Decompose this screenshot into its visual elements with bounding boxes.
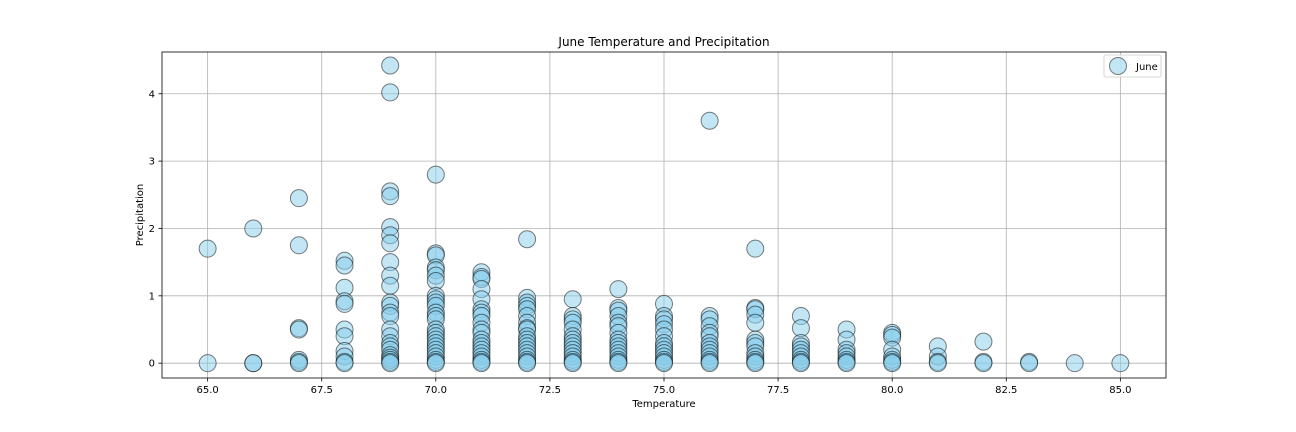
data-point xyxy=(1065,354,1084,373)
data-point xyxy=(837,354,856,373)
data-point xyxy=(289,320,308,339)
data-point xyxy=(746,354,765,373)
data-point xyxy=(1111,354,1130,373)
data-point xyxy=(563,354,582,373)
data-point xyxy=(244,219,263,238)
y-tick-label: 4 xyxy=(149,89,155,100)
x-tick-label: 80.0 xyxy=(881,385,903,396)
data-point xyxy=(335,256,354,275)
x-tick-label: 72.5 xyxy=(539,385,561,396)
x-tick-label: 67.5 xyxy=(311,385,333,396)
data-points xyxy=(198,56,1130,373)
data-point xyxy=(609,280,628,299)
data-point xyxy=(289,236,308,255)
x-axis-label: Temperature xyxy=(631,399,695,410)
data-point xyxy=(381,187,400,206)
y-axis-ticks: 0 1 2 3 4 xyxy=(149,89,162,370)
x-tick-label: 70.0 xyxy=(425,385,447,396)
data-point xyxy=(974,332,993,351)
data-point xyxy=(700,354,719,373)
data-point xyxy=(1020,354,1039,373)
x-tick-label: 82.5 xyxy=(995,385,1017,396)
y-axis-label: Precipitation xyxy=(135,184,146,247)
data-point xyxy=(244,354,263,373)
data-point xyxy=(518,354,537,373)
chart-title: June Temperature and Precipitation xyxy=(557,35,769,49)
data-point xyxy=(974,354,993,373)
data-point xyxy=(609,354,628,373)
data-point xyxy=(381,354,400,373)
legend-label: June xyxy=(1135,62,1158,73)
data-point xyxy=(381,83,400,102)
data-point xyxy=(198,239,217,258)
data-point xyxy=(883,354,902,373)
data-point xyxy=(289,189,308,208)
data-point xyxy=(655,354,673,373)
data-point xyxy=(700,111,719,130)
data-point xyxy=(381,56,400,75)
data-point xyxy=(518,230,537,249)
data-point xyxy=(563,290,582,309)
data-point xyxy=(746,239,765,258)
data-point xyxy=(289,354,308,373)
y-tick-label: 3 xyxy=(149,157,155,168)
data-point xyxy=(791,354,810,373)
x-tick-label: 75.0 xyxy=(653,385,675,396)
grid-lines xyxy=(162,52,1166,378)
x-tick-label: 65.0 xyxy=(197,385,219,396)
data-point xyxy=(426,165,445,184)
data-point xyxy=(426,354,445,373)
data-point xyxy=(381,276,400,295)
y-tick-label: 2 xyxy=(149,224,155,235)
data-point xyxy=(472,354,491,373)
y-tick-label: 0 xyxy=(149,359,155,370)
y-tick-label: 1 xyxy=(149,291,155,302)
x-axis-ticks: 65.0 67.5 70.0 72.5 75.0 77.5 80.0 82.5 85.0 xyxy=(197,378,1131,396)
legend-marker xyxy=(1109,57,1127,75)
data-point xyxy=(335,294,354,313)
data-point xyxy=(198,354,217,373)
data-point xyxy=(746,313,765,332)
x-tick-label: 77.5 xyxy=(767,385,789,396)
data-point xyxy=(335,354,354,373)
legend: June xyxy=(1103,54,1162,78)
x-tick-label: 85.0 xyxy=(1109,385,1131,396)
data-point xyxy=(928,354,947,373)
data-point xyxy=(381,234,400,253)
